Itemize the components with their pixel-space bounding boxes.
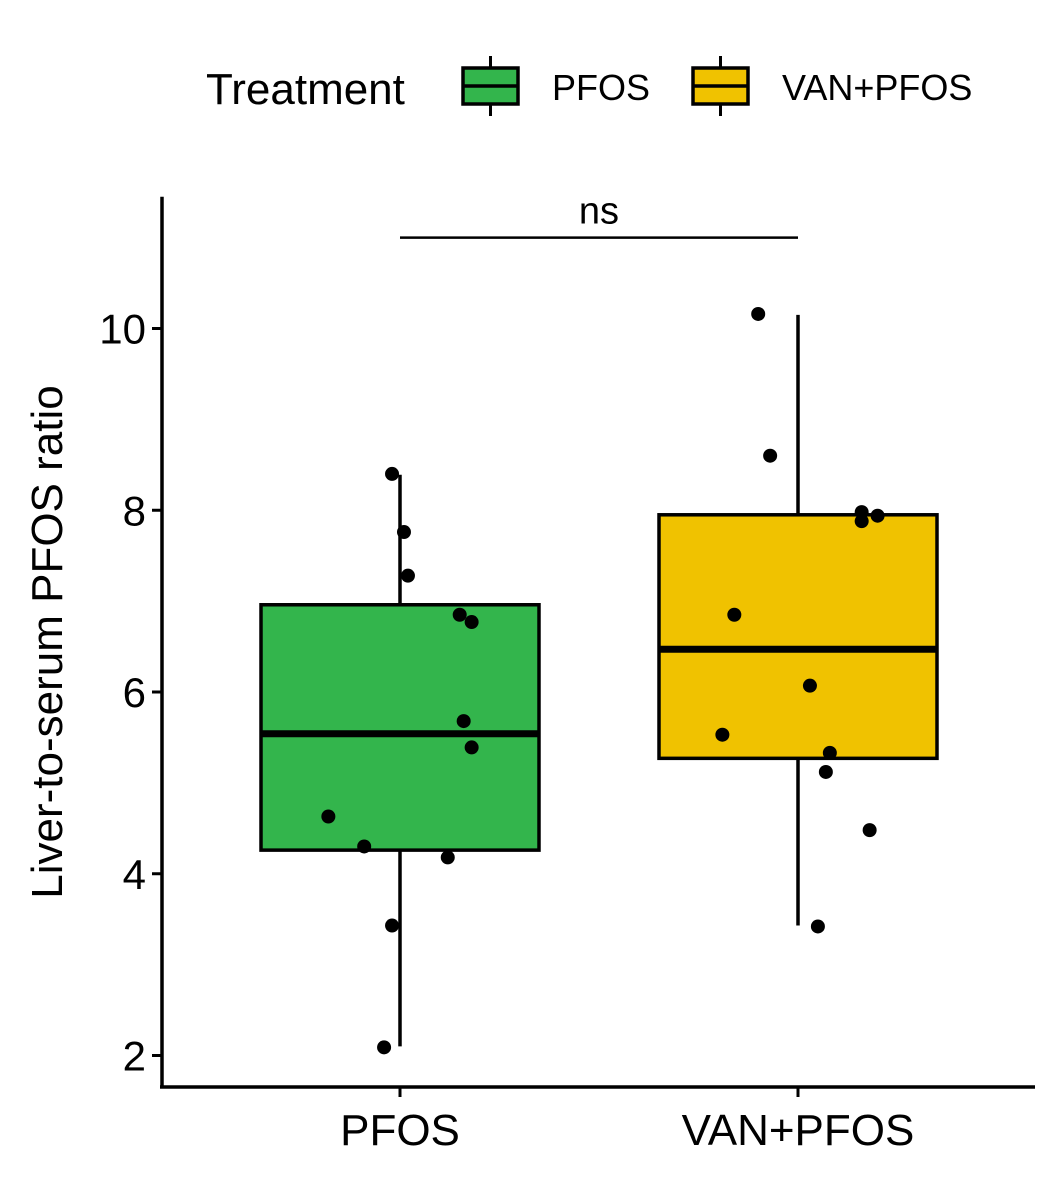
box bbox=[657, 513, 939, 761]
data-point bbox=[464, 740, 479, 755]
data-point bbox=[810, 919, 825, 934]
box bbox=[259, 603, 541, 852]
data-point bbox=[385, 918, 400, 933]
data-point bbox=[385, 466, 400, 481]
data-point bbox=[456, 714, 471, 729]
data-point bbox=[321, 809, 336, 824]
data-point bbox=[357, 839, 372, 854]
significance-label: ns bbox=[579, 191, 619, 233]
y-tick-label: 2 bbox=[123, 1033, 146, 1080]
legend-title: Treatment bbox=[206, 65, 405, 114]
data-point bbox=[727, 607, 742, 622]
y-tick-label: 10 bbox=[99, 306, 146, 353]
legend: Treatment PFOS VAN+PFOS bbox=[206, 56, 972, 116]
y-tick-label: 6 bbox=[123, 669, 146, 716]
plot-area: 2 4 6 8 10 PFOS VAN+PFOS ns bbox=[99, 191, 1035, 1155]
y-tick-label: 8 bbox=[123, 487, 146, 534]
x-tick-label: PFOS bbox=[340, 1106, 460, 1155]
data-point bbox=[715, 727, 730, 742]
x-tick-label: VAN+PFOS bbox=[682, 1106, 915, 1155]
legend-entry-label: PFOS bbox=[552, 67, 650, 108]
data-point bbox=[822, 745, 837, 760]
data-point bbox=[870, 508, 885, 523]
y-tick-label: 4 bbox=[123, 851, 146, 898]
data-point bbox=[440, 850, 455, 865]
data-point bbox=[802, 678, 817, 693]
data-point bbox=[862, 823, 877, 838]
data-point bbox=[464, 615, 479, 630]
data-point bbox=[452, 607, 467, 622]
y-axis-label: Liver-to-serum PFOS ratio bbox=[23, 385, 72, 898]
data-point bbox=[396, 525, 411, 540]
data-point bbox=[763, 448, 778, 463]
data-point bbox=[751, 306, 766, 321]
data-point bbox=[377, 1040, 392, 1055]
legend-entry-label: VAN+PFOS bbox=[782, 67, 972, 108]
data-point bbox=[400, 568, 415, 583]
data-point bbox=[818, 764, 833, 779]
data-point bbox=[854, 514, 869, 529]
